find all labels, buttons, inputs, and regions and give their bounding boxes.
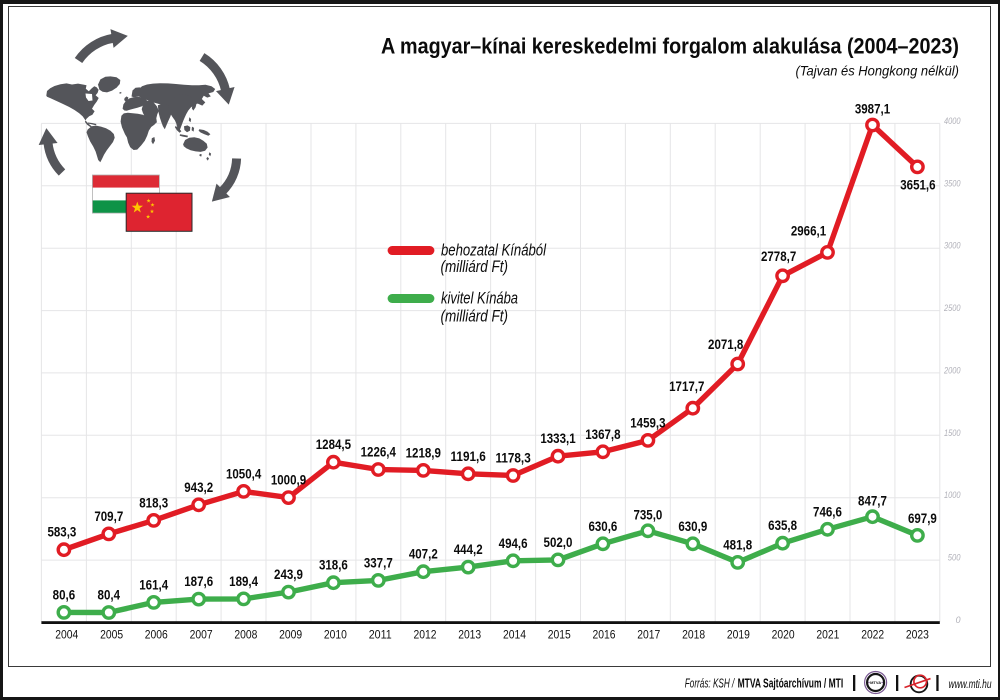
svg-text:1000,9: 1000,9 [271, 472, 306, 488]
svg-text:2000: 2000 [943, 365, 960, 375]
svg-text:1367,8: 1367,8 [585, 426, 620, 442]
svg-text:1459,3: 1459,3 [630, 414, 665, 430]
svg-text:709,7: 709,7 [94, 508, 123, 524]
svg-text:1050,4: 1050,4 [226, 465, 261, 481]
svg-text:MTVA: MTVA [870, 680, 881, 685]
svg-text:3651,6: 3651,6 [900, 176, 935, 192]
svg-text:2004: 2004 [55, 628, 78, 642]
svg-text:847,7: 847,7 [858, 493, 887, 509]
svg-text:2778,7: 2778,7 [761, 248, 796, 264]
svg-text:2019: 2019 [727, 628, 750, 642]
svg-text:2014: 2014 [503, 628, 526, 642]
svg-text:3500: 3500 [944, 178, 961, 188]
svg-text:3987,1: 3987,1 [855, 101, 890, 117]
svg-text:1218,9: 1218,9 [406, 444, 441, 460]
svg-text:1178,3: 1178,3 [495, 450, 530, 466]
svg-text:161,4: 161,4 [139, 576, 168, 592]
svg-text:746,6: 746,6 [813, 503, 842, 519]
svg-text:A magyar–kínai kereskedelmi fo: A magyar–kínai kereskedelmi forgalom ala… [381, 34, 959, 59]
svg-text:444,2: 444,2 [454, 541, 483, 557]
svg-text:583,3: 583,3 [47, 524, 76, 540]
svg-text:(milliárd Ft): (milliárd Ft) [441, 258, 509, 276]
svg-text:2966,1: 2966,1 [791, 222, 826, 238]
svg-text:2500: 2500 [943, 303, 960, 313]
svg-text:630,9: 630,9 [678, 518, 707, 534]
svg-text:318,6: 318,6 [319, 557, 348, 573]
svg-text:481,8: 481,8 [723, 536, 752, 552]
svg-text:818,3: 818,3 [139, 494, 168, 510]
svg-text:243,9: 243,9 [274, 566, 303, 582]
svg-text:2008: 2008 [234, 628, 257, 642]
svg-text:2015: 2015 [548, 628, 571, 642]
svg-text:2021: 2021 [816, 628, 839, 642]
svg-text:635,8: 635,8 [768, 517, 797, 533]
svg-text:735,0: 735,0 [633, 506, 662, 522]
svg-text:80,4: 80,4 [98, 587, 121, 603]
svg-text:4000: 4000 [944, 116, 961, 126]
svg-text:337,7: 337,7 [364, 554, 393, 570]
svg-text:kivitel Kínába: kivitel Kínába [441, 290, 518, 308]
svg-text:www.mti.hu: www.mti.hu [949, 677, 992, 691]
svg-text:1333,1: 1333,1 [540, 430, 575, 446]
svg-text:2013: 2013 [458, 628, 481, 642]
svg-text:MTVA Sajtóarchívum / MTI: MTVA Sajtóarchívum / MTI [738, 677, 844, 691]
svg-text:187,6: 187,6 [184, 573, 213, 589]
svg-text:2071,8: 2071,8 [708, 336, 743, 352]
svg-text:2011: 2011 [369, 628, 392, 642]
svg-text:80,6: 80,6 [53, 586, 76, 602]
svg-text:1191,6: 1191,6 [451, 448, 486, 464]
svg-text:2006: 2006 [145, 628, 168, 642]
svg-text:189,4: 189,4 [229, 573, 258, 589]
svg-text:2017: 2017 [637, 628, 660, 642]
svg-text:2023: 2023 [906, 628, 929, 642]
svg-text:697,9: 697,9 [908, 510, 937, 526]
svg-text:2010: 2010 [324, 628, 347, 642]
svg-text:2022: 2022 [861, 628, 884, 642]
svg-text:3000: 3000 [944, 241, 961, 251]
svg-text:407,2: 407,2 [409, 546, 438, 562]
svg-text:2007: 2007 [190, 628, 213, 642]
svg-text:0: 0 [956, 615, 961, 625]
svg-text:502,0: 502,0 [544, 534, 573, 550]
svg-text:1226,4: 1226,4 [361, 444, 396, 460]
svg-text:2018: 2018 [682, 628, 705, 642]
svg-text:1717,7: 1717,7 [669, 378, 704, 394]
svg-text:1500: 1500 [944, 428, 961, 438]
svg-text:(Tajvan és Hongkong nélkül): (Tajvan és Hongkong nélkül) [796, 64, 960, 79]
svg-text:500: 500 [948, 553, 961, 563]
svg-text:2016: 2016 [593, 628, 616, 642]
svg-text:1284,5: 1284,5 [316, 436, 351, 452]
svg-text:behozatal Kínából: behozatal Kínából [441, 242, 546, 260]
svg-text:Forrás: KSH /: Forrás: KSH / [685, 677, 735, 691]
svg-text:2009: 2009 [279, 628, 302, 642]
svg-text:(milliárd Ft): (milliárd Ft) [441, 308, 509, 326]
svg-text:2005: 2005 [100, 628, 123, 642]
svg-text:2012: 2012 [414, 628, 437, 642]
svg-text:494,6: 494,6 [499, 535, 528, 551]
svg-text:1000: 1000 [944, 490, 961, 500]
svg-text:630,6: 630,6 [588, 518, 617, 534]
svg-text:943,2: 943,2 [184, 479, 213, 495]
svg-text:2020: 2020 [772, 628, 795, 642]
